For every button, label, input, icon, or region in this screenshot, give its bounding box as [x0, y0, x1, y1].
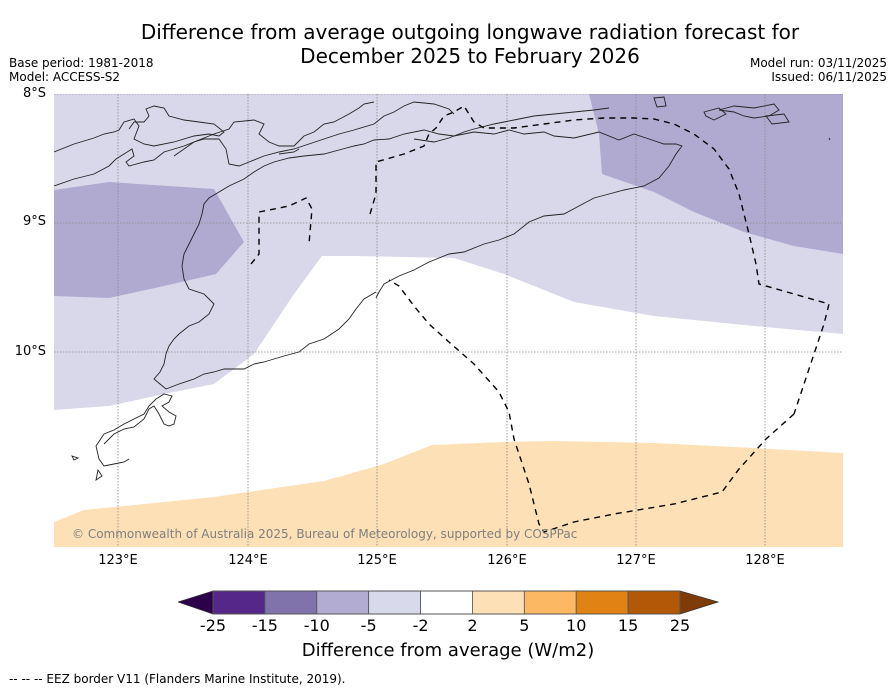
lon-label-125e: 125°E [357, 553, 397, 568]
lon-label-123e: 123°E [98, 553, 138, 568]
colorbar-frame [212, 590, 681, 615]
lon-label-128e: 128°E [745, 553, 785, 568]
colorbar-tick-label: -2 [412, 616, 429, 635]
colorbar-cell [212, 590, 266, 615]
map-panel [54, 94, 843, 547]
colorbar-tick-label: 5 [519, 616, 530, 635]
region-positive [54, 441, 843, 547]
coast-small-islands-ne [653, 96, 831, 141]
chart-title: Difference from average outgoing longwav… [0, 20, 896, 68]
colorbar-cell [523, 590, 577, 615]
title-line-1: Difference from average outgoing longwav… [140, 20, 800, 44]
lon-label-124e: 124°E [228, 553, 268, 568]
lat-label-8s: 8°S [22, 86, 46, 101]
colorbar-cell [575, 590, 629, 615]
colorbar-under-arrow [178, 590, 214, 615]
coast-alor-wetar [173, 101, 375, 157]
colorbar-tick-label: 25 [669, 616, 691, 635]
coast-roti [71, 393, 177, 481]
colorbar-cell [472, 590, 525, 615]
colorbar-cell [420, 590, 473, 615]
colorbar-tick-label: -15 [251, 616, 278, 635]
colorbar-tick-label: -10 [303, 616, 330, 635]
lon-label-127e: 127°E [616, 553, 656, 568]
colorbar-cells [212, 590, 681, 615]
colorbar-tick-label: 10 [566, 616, 587, 635]
colorbar-tick-label: -25 [199, 616, 227, 635]
coastlines [54, 96, 831, 481]
lon-label-126e: 126°E [487, 553, 527, 568]
lat-label-10s: 10°S [14, 344, 46, 359]
colorbar-tick-label: 2 [467, 616, 478, 635]
colorbar-over-arrow [679, 590, 720, 615]
coast-timor [153, 129, 683, 390]
eez-footnote: -- -- -- EEZ border V11 (Flanders Marine… [9, 672, 346, 686]
meta-right: Model run: 03/11/2025 Issued: 06/11/2025 [750, 56, 887, 84]
meta-left: Base period: 1981-2018 Model: ACCESS-S2 [9, 56, 154, 84]
model-name: Model: ACCESS-S2 [9, 70, 121, 84]
eez-border-north [250, 105, 830, 415]
lat-label-9s: 9°S [22, 214, 46, 229]
colorbar-cell [627, 590, 681, 615]
eez-border [250, 105, 830, 533]
colorbar-cell [264, 590, 318, 615]
colorbar-tick-label: 15 [617, 616, 639, 635]
colorbar-cell [368, 590, 421, 615]
colorbar [178, 590, 720, 615]
colorbar-cell [316, 590, 370, 615]
coast-flores-islands [54, 105, 375, 187]
colorbar-label: Difference from average (W/m2) [301, 640, 595, 661]
gridlines [54, 94, 843, 547]
copyright-notice: © Commonwealth of Australia 2025, Bureau… [72, 527, 578, 541]
colorbar-tick-label: -5 [360, 616, 377, 635]
issued-date: Issued: 06/11/2025 [771, 70, 887, 84]
base-period: Base period: 1981-2018 [9, 56, 154, 70]
title-line-2: December 2025 to February 2026 [300, 44, 640, 68]
region-medium-negative-east [589, 94, 843, 254]
model-run: Model run: 03/11/2025 [749, 56, 887, 70]
region-medium-negative-west [54, 182, 244, 298]
map-svg [54, 94, 843, 547]
coast-timor-north [373, 101, 610, 143]
